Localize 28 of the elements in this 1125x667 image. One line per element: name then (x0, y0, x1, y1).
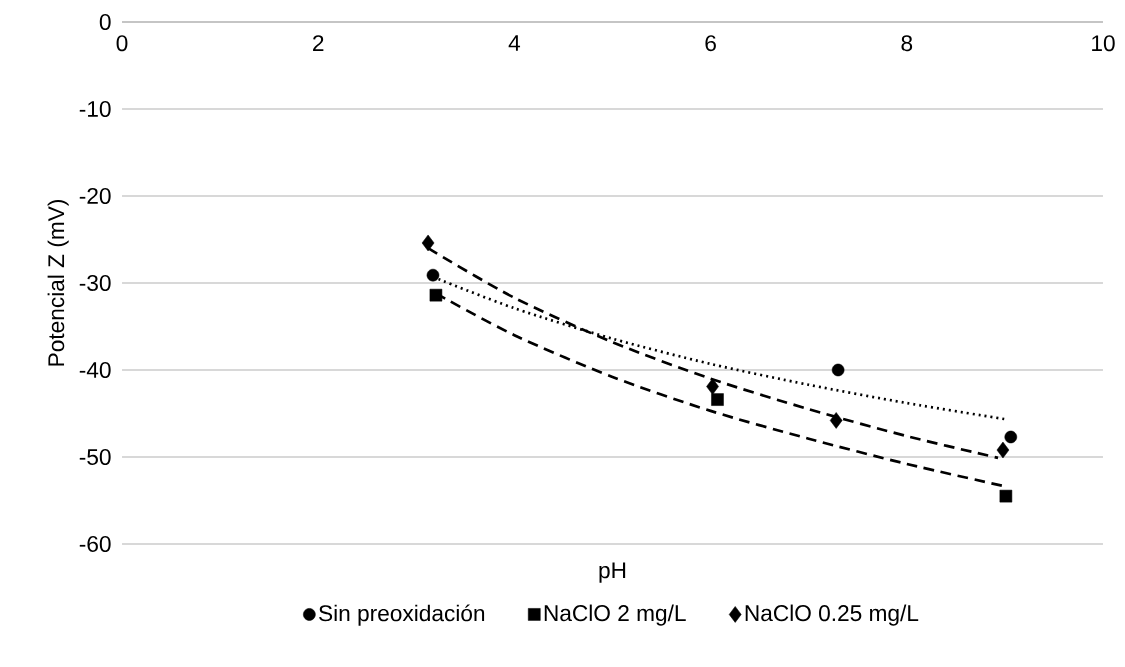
x-tick-label: 4 (508, 35, 521, 51)
legend-label: Sin preoxidación (319, 604, 485, 626)
point (706, 378, 719, 395)
point (421, 234, 435, 252)
x-tick-label: 6 (705, 35, 716, 52)
point (1004, 430, 1018, 444)
x-tick-label: 10 (1092, 35, 1115, 52)
point (999, 489, 1013, 503)
legend-label: NaClO 0.25 mg/L (745, 604, 919, 626)
point (429, 288, 443, 302)
point (711, 393, 724, 406)
x-axis-title: pH (599, 562, 626, 583)
point (831, 363, 845, 377)
y-axis-title: Potencial Z (mV) (47, 200, 69, 366)
y-tick-label: -60 (79, 535, 111, 553)
x-tick-label: 8 (901, 35, 913, 52)
point (996, 441, 1010, 459)
y-tick-label: -30 (79, 274, 111, 292)
y-tick-label: -40 (79, 361, 111, 379)
point (426, 268, 440, 282)
x-tick-label: 2 (313, 35, 324, 51)
point (829, 412, 843, 429)
y-tick-label: -50 (79, 448, 111, 466)
y-tick-label: 0 (99, 13, 111, 31)
x-tick-label: 0 (116, 35, 128, 52)
legend-label: NaClO 2 mg/L (544, 604, 686, 626)
y-tick-label: -10 (79, 100, 111, 118)
y-tick-label: -20 (79, 187, 111, 205)
